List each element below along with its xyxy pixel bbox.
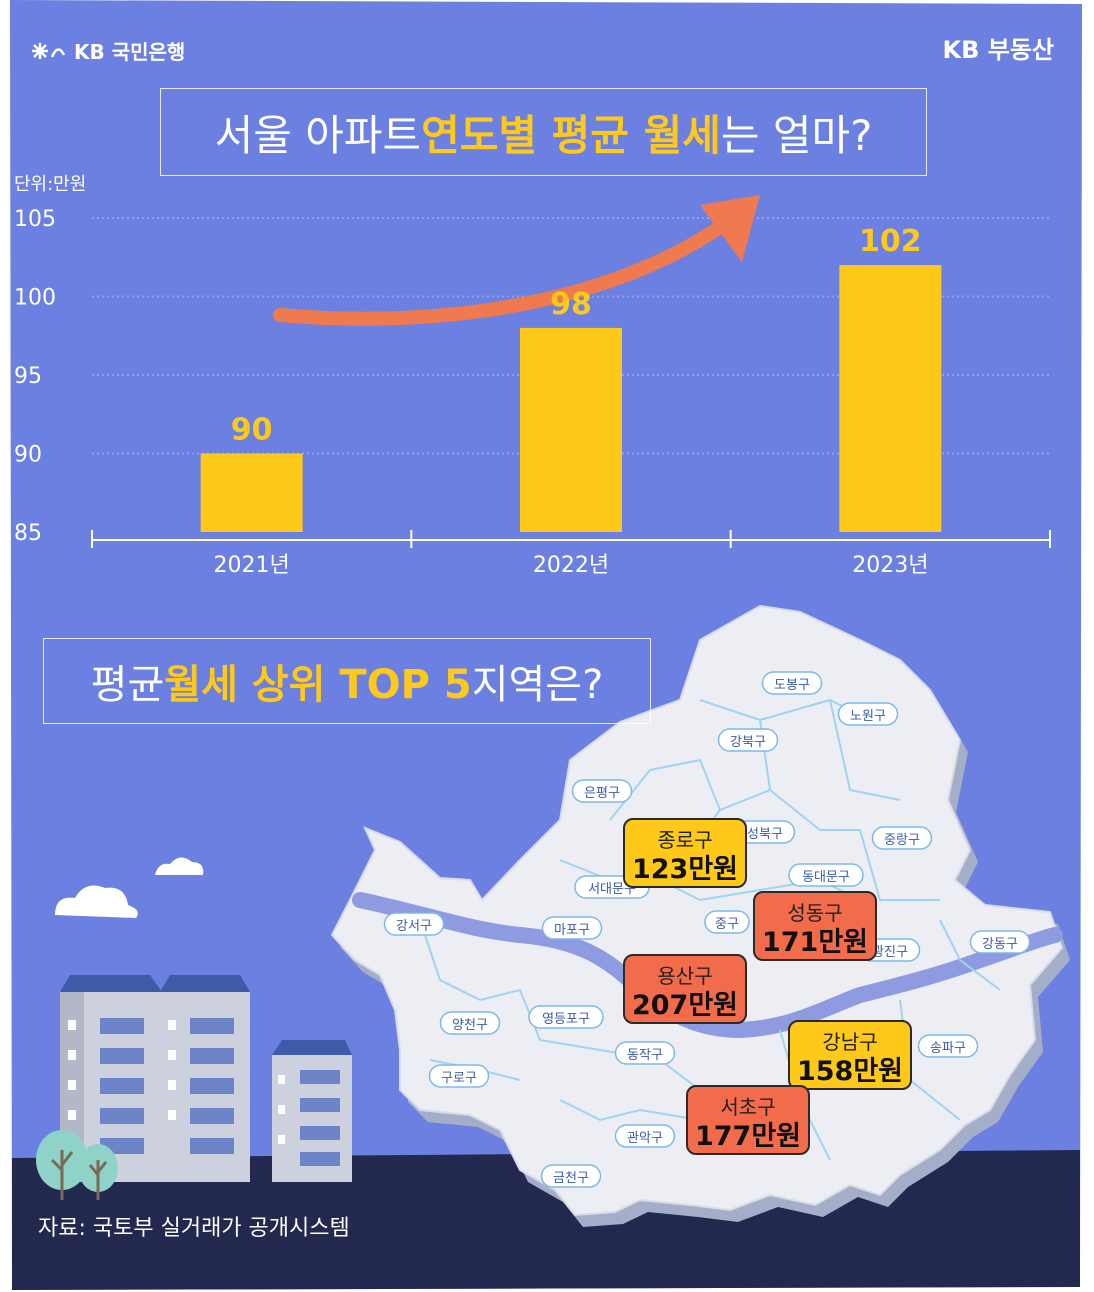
top5-district: 용산구 — [657, 964, 712, 988]
chart-title-suffix: 는 얼마? — [720, 110, 873, 160]
top5-rent: 158만원 — [797, 1056, 903, 1087]
bar-chart: 85 90 95 100 105 90 98 102 2021년 2022년 2023년 — [14, 195, 1051, 578]
svg-text:관악구: 관악구 — [627, 1131, 663, 1146]
top5-rent: 177만원 — [695, 1121, 801, 1152]
x-tick-label: 2023년 — [852, 553, 928, 578]
value-label: 102 — [859, 224, 922, 259]
top5-title: 평균 월세 상위 TOP 5 지역은? — [43, 638, 651, 724]
value-label: 98 — [550, 287, 592, 322]
growth-arrow-icon — [273, 195, 760, 326]
district-label: 양천구 — [439, 1011, 501, 1035]
top5-title-highlight: 월세 상위 TOP 5 — [164, 662, 472, 708]
district-label: 동작구 — [614, 1041, 676, 1065]
svg-text:중랑구: 중랑구 — [884, 833, 920, 848]
top5-title-prefix: 평균 — [90, 662, 165, 708]
bar-2022년 — [520, 327, 622, 532]
svg-text:영등포구: 영등포구 — [542, 1012, 590, 1027]
y-tick-label: 90 — [14, 443, 42, 468]
chart-title-highlight: 연도별 평균 월세 — [421, 110, 721, 160]
svg-text:도봉구: 도봉구 — [774, 678, 810, 693]
svg-text:은평구: 은평구 — [584, 786, 620, 801]
unit-label: 단위:만원 — [14, 174, 87, 195]
svg-text:마포구: 마포구 — [554, 923, 590, 938]
district-label: 중구 — [704, 910, 750, 934]
district-label: 동대문구 — [788, 863, 864, 887]
bars: 90 98 102 — [200, 224, 942, 532]
svg-text:강서구: 강서구 — [396, 919, 432, 934]
district-label: 구로구 — [428, 1064, 490, 1088]
source-note: 자료: 국토부 실거래가 공개시스템 — [38, 1216, 350, 1241]
top5-district: 종로구 — [657, 828, 712, 852]
district-label: 도봉구 — [761, 671, 823, 695]
kb-bank-logo: KB 국민은행 — [30, 36, 185, 65]
x-axis: 2021년 2022년 2023년 — [91, 530, 1051, 578]
district-label: 강동구 — [969, 930, 1031, 954]
svg-text:송파구: 송파구 — [930, 1041, 966, 1056]
x-tick-label: 2022년 — [533, 553, 609, 578]
top5-title-suffix: 지역은? — [471, 662, 604, 708]
district-label: 강북구 — [717, 728, 779, 752]
chart-title-prefix: 서울 아파트 — [214, 110, 422, 160]
district-label: 송파구 — [917, 1034, 979, 1058]
clouds — [55, 857, 204, 918]
svg-text:성북구: 성북구 — [747, 827, 783, 842]
y-tick-label: 95 — [14, 364, 42, 389]
top5-rent: 171만원 — [762, 927, 868, 958]
svg-text:서대문구: 서대문구 — [588, 882, 636, 897]
svg-text:양천구: 양천구 — [452, 1018, 488, 1033]
svg-text:강동구: 강동구 — [982, 937, 1018, 952]
y-tick-label: 85 — [14, 521, 42, 546]
district-label: 은평구 — [571, 779, 633, 803]
y-tick-label: 100 — [14, 286, 56, 311]
district-label: 금천구 — [540, 1164, 602, 1188]
district-label: 성북구 — [734, 820, 796, 844]
y-tick-label: 105 — [14, 207, 56, 232]
district-label: 관악구 — [614, 1124, 676, 1148]
trees — [36, 1130, 118, 1200]
svg-text:구로구: 구로구 — [441, 1071, 477, 1086]
star-logo-icon — [32, 42, 66, 59]
top5-district: 강남구 — [822, 1030, 877, 1054]
chart-title: 서울 아파트 연도별 평균 월세 는 얼마? — [160, 88, 927, 176]
svg-text:중구: 중구 — [715, 917, 739, 932]
district-label: 영등포구 — [528, 1005, 604, 1029]
district-label: 중랑구 — [871, 826, 933, 850]
top5-district: 성동구 — [787, 901, 842, 925]
district-label: 강서구 — [383, 912, 445, 936]
svg-text:노원구: 노원구 — [850, 709, 886, 724]
top5-district: 서초구 — [720, 1095, 775, 1119]
buildings — [36, 975, 352, 1200]
svg-text:광진구: 광진구 — [872, 945, 908, 960]
kb-real-estate-logo: KB 부동산 — [942, 36, 1055, 64]
svg-text:동대문구: 동대문구 — [802, 870, 850, 885]
top5-rent: 123만원 — [632, 854, 738, 885]
top5-rent: 207만원 — [632, 990, 738, 1021]
x-tick-label: 2021년 — [214, 553, 290, 578]
district-label: 마포구 — [541, 916, 603, 940]
bar-2021년 — [200, 453, 303, 532]
value-label: 90 — [231, 413, 273, 448]
svg-text:강북구: 강북구 — [730, 735, 766, 750]
bank-name: KB 국민은행 — [74, 40, 186, 64]
bar-2023년 — [839, 265, 942, 532]
svg-text:동작구: 동작구 — [627, 1048, 663, 1063]
y-axis: 85 90 95 100 105 — [14, 207, 56, 546]
svg-text:금천구: 금천구 — [553, 1171, 589, 1186]
district-label: 노원구 — [837, 702, 899, 726]
